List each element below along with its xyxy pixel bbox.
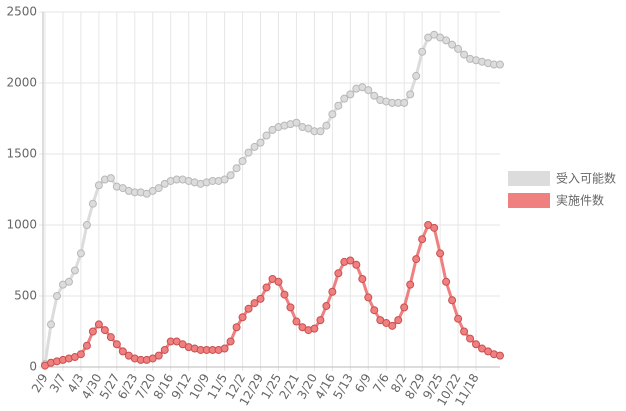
data-point xyxy=(220,344,229,353)
y-tick-label: 1500 xyxy=(6,147,37,161)
data-point xyxy=(226,337,235,346)
data-point xyxy=(370,91,379,100)
x-tick-label: 7/6 xyxy=(370,371,392,395)
y-tick-label: 0 xyxy=(29,360,37,374)
data-point xyxy=(340,94,349,103)
data-point xyxy=(256,138,265,147)
data-point xyxy=(454,44,463,53)
data-point xyxy=(460,327,469,336)
data-point xyxy=(238,313,247,322)
data-point xyxy=(418,235,427,244)
data-point xyxy=(310,324,319,333)
data-point xyxy=(160,345,169,354)
data-point xyxy=(262,283,271,292)
data-point xyxy=(406,90,415,99)
data-point xyxy=(412,71,421,80)
y-tick-label: 1000 xyxy=(6,218,37,232)
data-point xyxy=(442,277,451,286)
data-point xyxy=(406,280,415,289)
data-point xyxy=(358,274,367,283)
data-point xyxy=(496,60,504,69)
data-point xyxy=(466,334,475,343)
data-point xyxy=(262,131,271,140)
data-point xyxy=(106,333,115,342)
data-point xyxy=(346,256,355,265)
data-point xyxy=(250,142,259,151)
data-point xyxy=(328,287,337,296)
data-point xyxy=(52,292,61,300)
data-point xyxy=(118,347,127,356)
data-point xyxy=(346,90,355,99)
data-point xyxy=(364,293,373,302)
data-point xyxy=(238,157,247,166)
data-point xyxy=(106,174,115,183)
data-point xyxy=(220,175,229,184)
x-tick-label: 3/7 xyxy=(47,371,69,395)
data-point xyxy=(232,323,241,332)
data-point xyxy=(322,301,331,310)
y-tick-label: 2000 xyxy=(6,76,37,90)
data-point xyxy=(88,327,97,336)
data-point xyxy=(316,316,325,325)
data-point xyxy=(94,181,103,190)
data-point xyxy=(460,50,469,59)
data-point xyxy=(70,266,79,275)
data-point xyxy=(400,98,409,107)
data-point xyxy=(388,321,397,330)
data-point xyxy=(112,340,121,349)
series-line xyxy=(43,33,500,365)
data-point xyxy=(472,340,481,349)
data-point xyxy=(322,121,331,130)
x-tick-label: 2/9 xyxy=(29,371,51,395)
y-tick-label: 500 xyxy=(14,289,37,303)
data-point xyxy=(94,320,103,329)
data-point xyxy=(244,304,253,313)
data-point xyxy=(232,164,241,173)
data-point xyxy=(256,294,265,303)
data-point xyxy=(400,303,409,312)
data-point xyxy=(364,86,373,95)
legend-swatch xyxy=(508,171,550,186)
data-point xyxy=(436,249,445,258)
data-point xyxy=(418,47,427,56)
data-point xyxy=(250,299,259,308)
data-point xyxy=(352,260,361,269)
data-point xyxy=(226,171,235,180)
data-point xyxy=(154,184,163,193)
x-tick-label: 6/9 xyxy=(352,371,374,395)
data-point xyxy=(82,221,91,229)
data-point xyxy=(442,36,451,45)
data-point xyxy=(286,303,295,312)
data-point xyxy=(76,249,85,258)
data-point xyxy=(46,320,55,329)
data-point xyxy=(496,351,504,360)
data-point xyxy=(334,269,343,278)
data-point xyxy=(430,223,439,232)
y-tick-label: 2500 xyxy=(6,5,37,19)
legend-swatch xyxy=(508,193,550,208)
data-point xyxy=(412,255,421,264)
data-point xyxy=(154,351,163,360)
data-point xyxy=(316,127,325,136)
legend-label: 受入可能数 xyxy=(556,171,616,186)
data-point xyxy=(394,316,403,325)
data-point xyxy=(82,341,91,350)
data-point xyxy=(334,101,343,110)
data-point xyxy=(370,306,379,315)
data-point xyxy=(88,199,97,208)
data-point xyxy=(292,118,301,127)
data-point xyxy=(448,296,457,305)
data-point xyxy=(328,110,337,119)
data-point xyxy=(274,277,283,286)
data-point xyxy=(76,350,85,359)
data-point xyxy=(280,290,289,299)
data-point xyxy=(244,148,253,157)
data-point xyxy=(292,317,301,326)
data-point xyxy=(64,277,73,286)
data-point xyxy=(100,326,109,335)
legend-label: 実施件数 xyxy=(556,193,604,208)
data-point xyxy=(448,40,457,49)
data-point xyxy=(454,314,463,323)
